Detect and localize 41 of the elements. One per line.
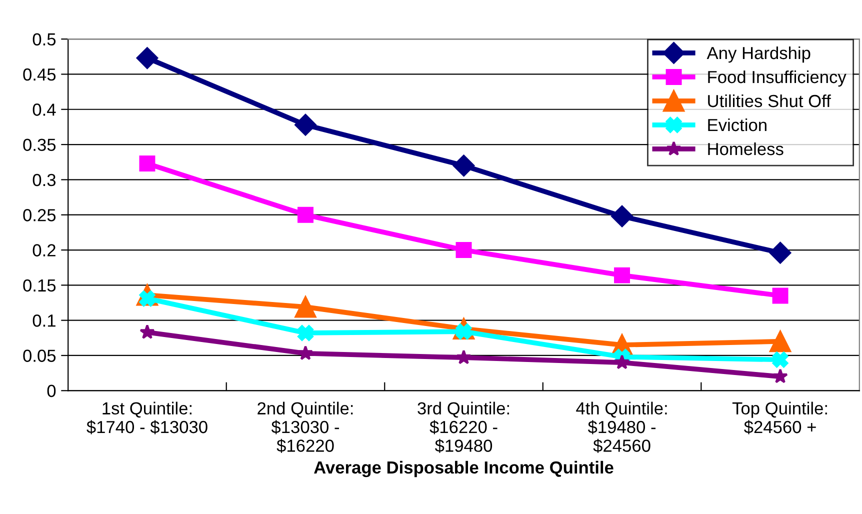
point (456, 350, 472, 364)
point (294, 114, 316, 136)
x-tick-label: 3rd Quintile: $16220 - $19480 (418, 402, 509, 453)
point (294, 296, 316, 318)
point (456, 242, 472, 258)
x-tick-label: Top Quintile: $24560 + (732, 402, 827, 434)
point (614, 354, 630, 370)
point (136, 47, 158, 69)
y-tick-label: 0.2 (32, 244, 56, 256)
point (140, 324, 155, 339)
point (298, 345, 314, 360)
y-tick-label: 0.15 (23, 279, 56, 292)
y-tick-label: 0.5 (32, 33, 56, 46)
point (452, 154, 475, 176)
y-tick-label: 0 (47, 384, 56, 398)
point (614, 267, 630, 284)
y-tick-label: 0.1 (32, 314, 56, 327)
y-tick-label: 0.45 (23, 68, 56, 81)
y-tick-label: 0.05 (23, 350, 56, 362)
point (298, 324, 314, 341)
legend-label: Homeless (708, 142, 784, 156)
x-axis-title: Average Disposable Income Quintile (314, 460, 614, 478)
legend-label: Eviction (708, 118, 766, 132)
legend-label: Utilities Shut Off (708, 94, 831, 108)
legend-label: Any Hardship (706, 46, 810, 63)
point (770, 330, 792, 352)
y-tick-label: 0.3 (32, 174, 56, 186)
point (769, 242, 792, 264)
point (139, 156, 156, 172)
point (772, 352, 788, 368)
y-tick-label: 0.4 (32, 104, 56, 116)
point (772, 288, 788, 304)
x-tick-label: 1st Quintile: $1740 - $13030 (86, 402, 208, 434)
legend-label: Food Insufficiency (708, 70, 846, 87)
x-tick-label: 2nd Quintile: $13030 - $16220 (258, 402, 353, 453)
y-tick-label: 0.35 (23, 138, 56, 151)
point (772, 368, 788, 384)
point (611, 205, 633, 228)
x-tick-label: 4th Quintile: $19480 - $24560 (576, 402, 667, 453)
y-tick-label: 0.25 (23, 209, 56, 222)
point (298, 206, 314, 223)
